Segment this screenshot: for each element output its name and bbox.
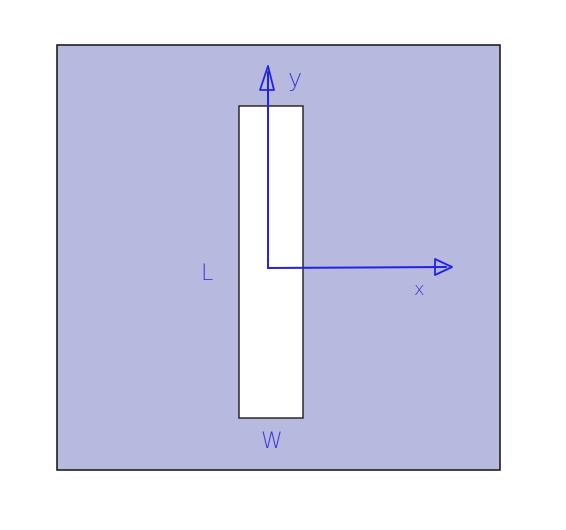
y-axis-arrowhead <box>259 65 275 91</box>
x-axis-label: x <box>414 279 425 300</box>
slot <box>238 105 304 419</box>
y-axis-label: y <box>288 64 302 92</box>
x-axis-arrowhead <box>434 258 453 276</box>
width-label: W <box>261 429 283 454</box>
length-label: L <box>201 261 213 286</box>
x-axis-line <box>267 266 447 269</box>
